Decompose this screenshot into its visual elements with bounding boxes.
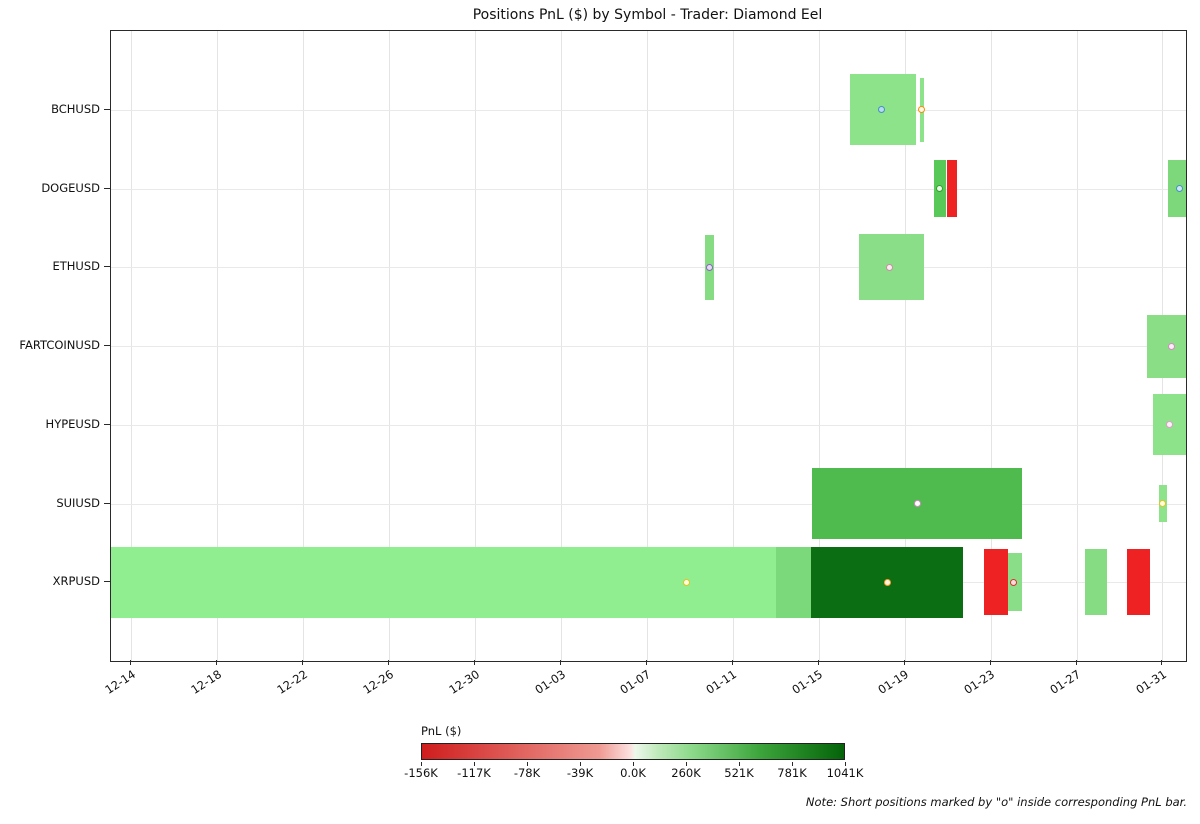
gridline-horizontal xyxy=(111,346,1186,347)
short-position-marker-xrpusd xyxy=(883,578,891,586)
y-tick-label: XRPUSD xyxy=(52,574,100,589)
y-tick-label: HYPEUSD xyxy=(45,416,100,431)
colorbar-label: PnL ($) xyxy=(421,724,462,738)
short-position-marker-suiusd xyxy=(914,500,922,507)
x-tick-mark xyxy=(731,660,733,665)
colorbar-tick-mark xyxy=(633,762,634,766)
short-position-marker-bchusd xyxy=(918,106,926,114)
y-tick-mark xyxy=(104,266,110,268)
y-tick-mark xyxy=(104,187,110,189)
x-tick-mark xyxy=(903,660,905,665)
colorbar-tick-mark xyxy=(527,762,528,766)
pnl-bar-xrpusd xyxy=(111,546,776,618)
y-tick-label: ETHUSD xyxy=(52,259,100,274)
x-tick-label: 01-03 xyxy=(531,667,568,697)
y-tick-label: FARTCOINUSD xyxy=(19,338,100,352)
x-tick-label: 01-15 xyxy=(789,667,826,697)
y-tick-mark xyxy=(104,581,110,583)
plot-area xyxy=(110,30,1187,662)
short-position-marker-ethusd xyxy=(705,263,713,271)
y-tick-mark xyxy=(104,345,110,346)
colorbar-tick-mark xyxy=(580,762,581,766)
x-tick-mark xyxy=(216,660,218,665)
y-tick-mark xyxy=(104,108,110,110)
colorbar-tick-mark xyxy=(686,762,687,766)
colorbar-tick-label: -39K xyxy=(566,766,594,780)
y-tick-label: BCHUSD xyxy=(51,101,100,116)
colorbar-tick-mark xyxy=(792,762,793,766)
pnl-bar-xrpusd xyxy=(1126,549,1150,616)
colorbar-tick-label: -156K xyxy=(404,766,438,780)
x-tick-label: 12-14 xyxy=(102,667,139,697)
y-tick-label: SUIUSD xyxy=(56,495,100,510)
pnl-bar-xrpusd xyxy=(1085,549,1107,616)
colorbar-tick-label: 781K xyxy=(777,766,807,780)
gridline-horizontal xyxy=(111,503,1186,505)
gridline-horizontal xyxy=(111,424,1186,426)
x-tick-label: 01-31 xyxy=(1133,667,1170,697)
x-tick-label: 01-27 xyxy=(1047,667,1084,697)
short-position-marker-dogeusd xyxy=(1175,185,1183,192)
short-position-marker-fartcoinusd xyxy=(1167,342,1175,350)
short-position-marker-xrpusd xyxy=(1010,578,1018,586)
x-tick-mark xyxy=(1161,660,1163,665)
colorbar-tick-label: -78K xyxy=(513,766,541,780)
footnote: Note: Short positions marked by "o" insi… xyxy=(805,795,1187,809)
x-tick-label: 12-30 xyxy=(446,667,482,697)
x-tick-mark xyxy=(388,660,390,665)
x-tick-mark xyxy=(130,660,132,665)
pnl-bar-fartcoinusd xyxy=(1147,314,1186,378)
short-position-marker-suiusd xyxy=(1159,500,1167,507)
y-tick-mark xyxy=(104,423,110,425)
colorbar-tick-mark xyxy=(474,762,475,766)
pnl-bar-dogeusd xyxy=(946,160,957,217)
gridline-horizontal xyxy=(111,188,1186,190)
colorbar-tick-label: 521K xyxy=(724,766,754,780)
x-tick-mark xyxy=(560,660,561,665)
colorbar-tick-label: 260K xyxy=(671,766,701,780)
pnl-bar-xrpusd xyxy=(775,546,812,618)
colorbar-tick-label: -117K xyxy=(457,766,491,780)
gridline-horizontal xyxy=(111,267,1186,269)
short-position-marker-xrpusd xyxy=(682,578,690,586)
x-tick-mark xyxy=(645,660,647,665)
x-tick-label: 01-23 xyxy=(961,667,998,697)
x-tick-mark xyxy=(1075,660,1077,665)
x-tick-mark xyxy=(302,660,304,665)
chart-title: Positions PnL ($) by Symbol - Trader: Di… xyxy=(472,7,823,23)
short-position-marker-ethusd xyxy=(886,263,894,271)
x-tick-label: 12-18 xyxy=(188,667,224,697)
colorbar-tick-mark xyxy=(739,762,740,766)
x-tick-label: 12-26 xyxy=(360,667,396,697)
colorbar-tick-label: 0.0K xyxy=(620,766,646,780)
y-tick-mark xyxy=(104,502,110,504)
gridline-horizontal xyxy=(111,109,1186,111)
short-position-marker-dogeusd xyxy=(935,185,943,192)
x-tick-label: 12-22 xyxy=(274,667,310,697)
short-position-marker-bchusd xyxy=(877,106,885,114)
colorbar-tick-label: 1041K xyxy=(826,766,864,780)
y-tick-label: DOGEUSD xyxy=(41,180,100,195)
x-tick-label: 01-11 xyxy=(703,667,740,697)
pnl-bar-xrpusd xyxy=(984,549,1008,616)
x-tick-label: 01-19 xyxy=(875,667,912,697)
short-position-marker-hypeusd xyxy=(1166,421,1174,429)
colorbar-tick-mark xyxy=(845,762,846,766)
x-tick-mark xyxy=(474,660,476,665)
x-tick-mark xyxy=(989,660,991,665)
x-tick-label: 01-07 xyxy=(617,667,654,697)
x-tick-mark xyxy=(817,660,819,665)
colorbar-tick-mark xyxy=(421,762,422,766)
colorbar xyxy=(421,743,845,760)
